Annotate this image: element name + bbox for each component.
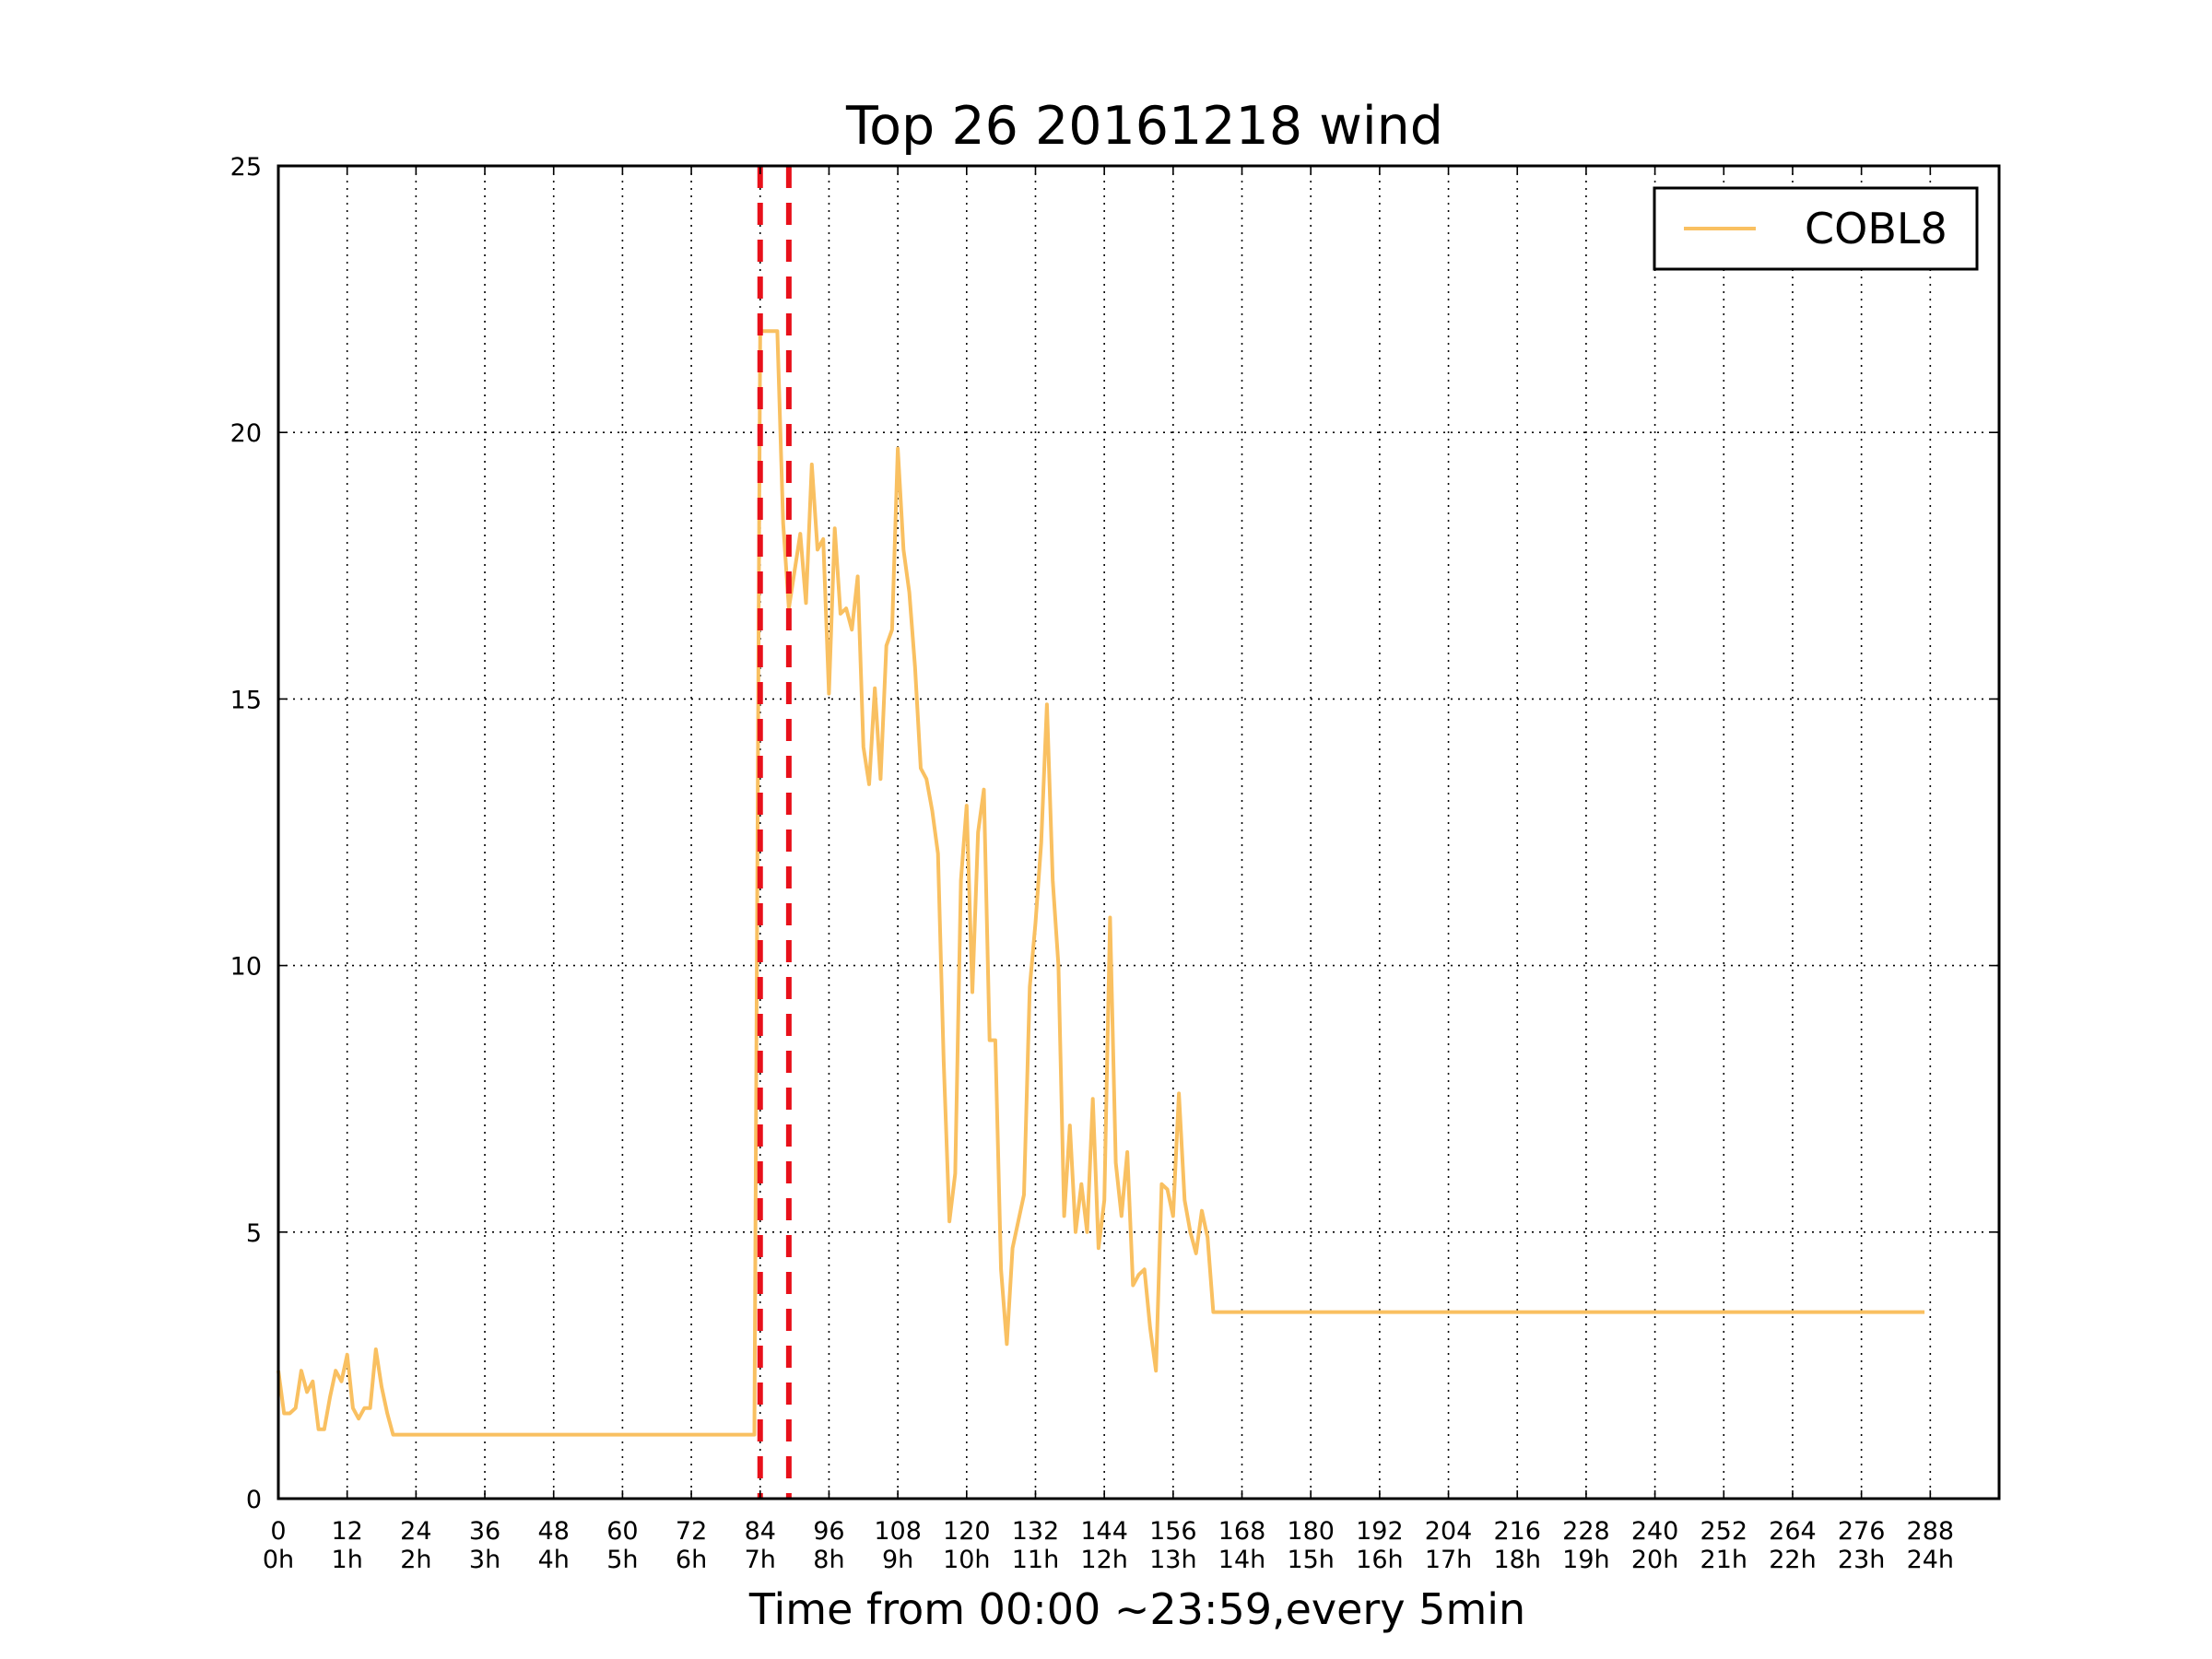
series-line (276, 329, 1925, 1437)
y-tick-label: 10 (230, 953, 262, 982)
chart-title: Top 26 20161218 wind (845, 96, 1443, 157)
x-tick-label: 288 (1907, 1517, 1955, 1546)
x-tick-sublabel: 8h (813, 1546, 844, 1574)
y-tick-label: 25 (230, 153, 262, 182)
x-tick-label: 84 (745, 1517, 776, 1546)
x-tick-sublabel: 1h (332, 1546, 363, 1574)
x-tick-label: 216 (1493, 1517, 1541, 1546)
x-tick-sublabel: 9h (882, 1546, 913, 1574)
x-tick-sublabel: 23h (1838, 1546, 1885, 1574)
x-tick-sublabel: 19h (1562, 1546, 1609, 1574)
x-tick-label: 276 (1838, 1517, 1886, 1546)
x-tick-sublabel: 5h (606, 1546, 638, 1574)
x-tick-sublabel: 0h (263, 1546, 294, 1574)
x-tick-label: 252 (1700, 1517, 1748, 1546)
series-layer (276, 329, 1925, 1437)
x-tick-label: 240 (1631, 1517, 1679, 1546)
x-tick-sublabel: 24h (1907, 1546, 1954, 1574)
x-tick-sublabel: 11h (1012, 1546, 1059, 1574)
x-tick-label: 132 (1012, 1517, 1060, 1546)
x-tick-sublabel: 2h (400, 1546, 431, 1574)
y-tick-label: 5 (246, 1219, 262, 1248)
x-tick-sublabel: 16h (1356, 1546, 1403, 1574)
x-tick-sublabel: 6h (676, 1546, 707, 1574)
x-tick-sublabel: 10h (943, 1546, 990, 1574)
x-tick-sublabel: 14h (1218, 1546, 1265, 1574)
x-tick-sublabel: 3h (469, 1546, 500, 1574)
legend: COBL8 (1653, 186, 1979, 271)
x-tick-label: 204 (1425, 1517, 1473, 1546)
x-tick-sublabel: 12h (1080, 1546, 1127, 1574)
y-tick-label: 0 (246, 1486, 262, 1514)
marker-lines (757, 166, 792, 1499)
x-tick-sublabel: 20h (1631, 1546, 1678, 1574)
x-tick-label: 192 (1356, 1517, 1404, 1546)
x-tick-label: 0 (270, 1517, 286, 1546)
x-tick-label: 144 (1080, 1517, 1128, 1546)
y-tick-label: 20 (230, 419, 262, 448)
x-tick-sublabel: 21h (1700, 1546, 1747, 1574)
axis-ticks (277, 165, 1999, 1500)
x-tick-sublabel: 18h (1494, 1546, 1541, 1574)
x-tick-sublabel: 22h (1769, 1546, 1816, 1574)
x-tick-label: 228 (1562, 1517, 1610, 1546)
x-tick-sublabel: 4h (538, 1546, 570, 1574)
x-tick-sublabel: 17h (1425, 1546, 1472, 1574)
x-tick-label: 72 (676, 1517, 707, 1546)
x-tick-label: 96 (813, 1517, 844, 1546)
x-tick-label: 180 (1287, 1517, 1335, 1546)
x-tick-label: 36 (469, 1517, 500, 1546)
plot-area-frame (276, 164, 2001, 1500)
legend-label: COBL8 (1805, 204, 1947, 253)
x-tick-sublabel: 15h (1287, 1546, 1334, 1574)
y-tick-label: 15 (230, 686, 262, 714)
x-tick-label: 156 (1149, 1517, 1197, 1546)
x-tick-sublabel: 13h (1149, 1546, 1196, 1574)
y-tick-labels: 0 5 10 15 20 25 (230, 153, 262, 1514)
x-tick-sublabel: 7h (745, 1546, 776, 1574)
x-tick-label: 108 (874, 1517, 922, 1546)
x-tick-label: 48 (538, 1517, 570, 1546)
x-axis-title: Time from 00:00 ~23:59,every 5min (748, 1584, 1525, 1634)
x-tick-label: 120 (943, 1517, 991, 1546)
x-tick-label: 264 (1769, 1517, 1817, 1546)
x-tick-label: 168 (1218, 1517, 1266, 1546)
x-tick-label: 24 (400, 1517, 431, 1546)
x-tick-label: 60 (606, 1517, 638, 1546)
x-tick-label: 12 (332, 1517, 363, 1546)
